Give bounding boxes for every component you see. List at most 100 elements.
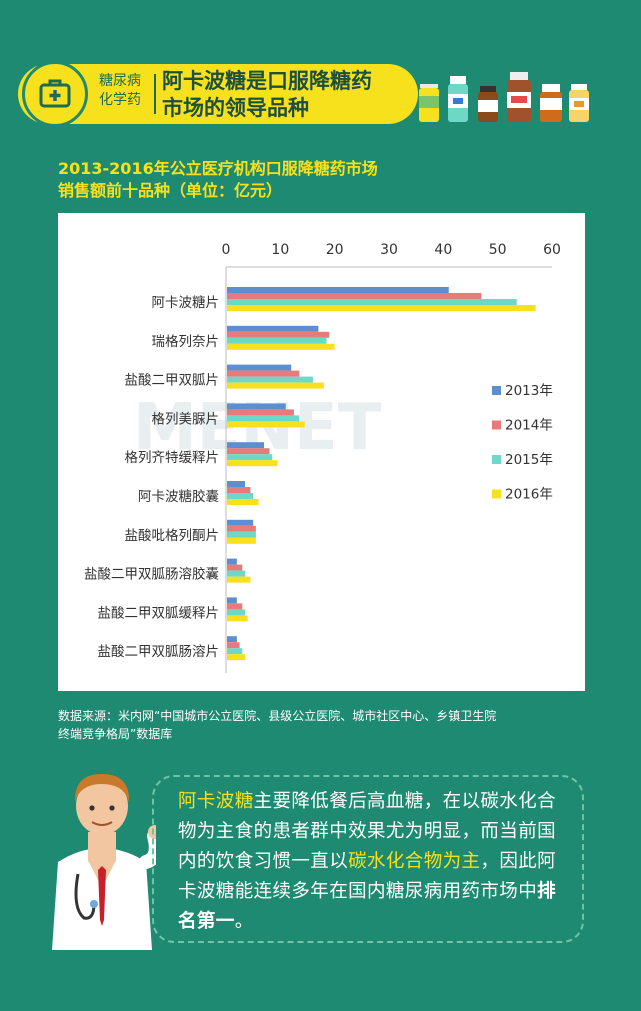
speech-bubble xyxy=(152,775,584,943)
bar xyxy=(227,636,237,643)
data-source-line2: 终端竞争格局”数据库 xyxy=(58,727,173,741)
bottle-icon xyxy=(569,84,589,122)
bar xyxy=(227,597,237,604)
bars xyxy=(227,287,536,661)
bar xyxy=(227,531,256,538)
chart-title-line2: 销售额前十品种（单位：亿元） xyxy=(58,181,283,200)
bar xyxy=(227,448,270,455)
medical-kit-icon xyxy=(39,79,71,108)
bar xyxy=(227,331,330,338)
bar xyxy=(227,325,319,332)
category-label: 盐酸二甲双胍肠溶胶囊 xyxy=(84,566,219,583)
bar xyxy=(227,454,273,461)
category-label: 阿卡波糖片 xyxy=(152,295,220,311)
legend-label: 2014年 xyxy=(505,418,553,434)
chart-title: 2013-2016年公立医疗机构口服降糖药市场 销售额前十品种（单位：亿元） xyxy=(58,158,378,202)
header-divider xyxy=(154,74,156,114)
bar xyxy=(227,603,243,610)
bar xyxy=(227,654,246,661)
category-label: 格列美脲片 xyxy=(152,411,220,427)
bar xyxy=(227,421,305,428)
doctor-illustration xyxy=(52,774,156,950)
x-tick-label: 10 xyxy=(271,242,289,258)
bar xyxy=(227,609,246,616)
bar xyxy=(227,409,294,416)
bar xyxy=(227,558,237,565)
medicine-bottles-illustration xyxy=(419,72,589,122)
bar xyxy=(227,415,300,422)
bottle-icon xyxy=(507,72,531,122)
bar xyxy=(227,564,243,571)
bottle-icon xyxy=(478,86,498,122)
bar xyxy=(227,576,251,583)
bar xyxy=(227,287,449,293)
x-tick-label: 40 xyxy=(434,242,452,258)
category-label: 格列齐特缓释片 xyxy=(125,450,220,466)
bar xyxy=(227,487,251,493)
legend: 2013年 2014年 2015年 2016年 xyxy=(492,383,553,503)
bar xyxy=(227,642,240,649)
bar xyxy=(227,442,265,449)
category-label: 盐酸二甲双胍片 xyxy=(125,373,220,389)
bar xyxy=(227,293,482,299)
category-labels: 阿卡波糖片瑞格列奈片盐酸二甲双胍片格列美脲片格列齐特缓释片阿卡波糖胶囊盐酸吡格列… xyxy=(84,295,219,660)
bar xyxy=(227,343,335,350)
category-tag-line1: 糖尿病 xyxy=(99,73,141,89)
category-label: 盐酸吡格列酮片 xyxy=(125,528,220,544)
bar xyxy=(227,648,243,655)
bar xyxy=(227,570,246,577)
bar xyxy=(227,403,286,410)
page-title: 阿卡波糖是口服降糖药 市场的领导品种 xyxy=(162,68,372,122)
bar xyxy=(227,382,324,389)
bar xyxy=(227,337,327,344)
bar xyxy=(227,499,259,505)
highlight-rank: 排名第一 xyxy=(178,881,557,932)
highlight-drug-name: 阿卡波糖 xyxy=(178,791,254,812)
bubble-text-part: ，因此阿卡波糖能连续多年在国内糖尿病用药市场中 xyxy=(178,851,557,902)
legend-swatch xyxy=(492,386,501,395)
bar-chart: MENET 0 10 20 30 40 50 60 阿卡波糖片瑞格列奈片盐酸二甲双胍片格列美… xyxy=(84,242,561,673)
bar xyxy=(227,299,517,305)
category-label: 盐酸二甲双胍肠溶片 xyxy=(98,644,220,660)
legend-label: 2013年 xyxy=(505,383,553,399)
category-label: 盐酸二甲双胍缓释片 xyxy=(98,605,220,621)
bar xyxy=(227,615,248,622)
bottle-icon xyxy=(448,76,468,122)
bar xyxy=(227,493,254,499)
legend-label: 2016年 xyxy=(505,487,553,503)
data-source-note: 数据来源：米内网“中国城市公立医院、县级公立医院、城市社区中心、乡镇卫生院 终端… xyxy=(58,707,496,743)
page-title-line1: 阿卡波糖是口服降糖药 xyxy=(162,69,372,93)
legend-swatch xyxy=(492,455,501,464)
bar xyxy=(227,537,256,544)
legend-label: 2015年 xyxy=(505,452,553,468)
bar xyxy=(227,364,292,371)
bubble-text: 阿卡波糖主要降低餐后高血糖，在以碳水化合物为主食的患者群中效果尤为明显，而当前国… xyxy=(178,787,574,937)
legend-swatch xyxy=(492,420,501,430)
legend-swatch xyxy=(492,489,501,499)
category-label: 阿卡波糖胶囊 xyxy=(138,488,219,505)
x-tick-label: 50 xyxy=(489,242,507,258)
bar xyxy=(227,519,254,526)
data-source-line1: 数据来源：米内网“中国城市公立医院、县级公立医院、城市社区中心、乡镇卫生院 xyxy=(58,709,497,723)
x-axis: 0 10 20 30 40 50 60 xyxy=(222,242,561,673)
x-tick-label: 20 xyxy=(326,242,344,258)
x-tick-label: 30 xyxy=(380,242,398,258)
chart-panel: MENET 0 10 20 30 40 50 60 阿卡波糖片 瑞格列奈片 盐酸二甲双胍片 格列美… xyxy=(58,213,585,691)
bar xyxy=(227,370,300,377)
category-tag: 糖尿病 化学药 xyxy=(88,72,152,110)
bar xyxy=(227,481,246,487)
category-label: 瑞格列奈片 xyxy=(152,334,220,350)
highlight-carb: 碳水化合物为主 xyxy=(348,851,481,872)
bottle-icon xyxy=(419,84,439,122)
bar xyxy=(227,305,536,311)
x-tick-label: 60 xyxy=(543,242,561,258)
bar xyxy=(227,460,278,467)
bar xyxy=(227,376,313,383)
bubble-text-part: 主要降低餐后高血糖，在以碳水化合物为主食的患者群中效果尤为明显，而当前国内的饮食… xyxy=(178,791,557,872)
chart-title-line1: 2013-2016年公立医疗机构口服降糖药市场 xyxy=(58,159,378,178)
category-tag-line2: 化学药 xyxy=(99,92,141,108)
bubble-text-part: 。 xyxy=(234,911,254,932)
x-tick-label: 0 xyxy=(222,242,231,258)
page-title-line2: 市场的领导品种 xyxy=(162,96,309,120)
bar xyxy=(227,525,256,532)
